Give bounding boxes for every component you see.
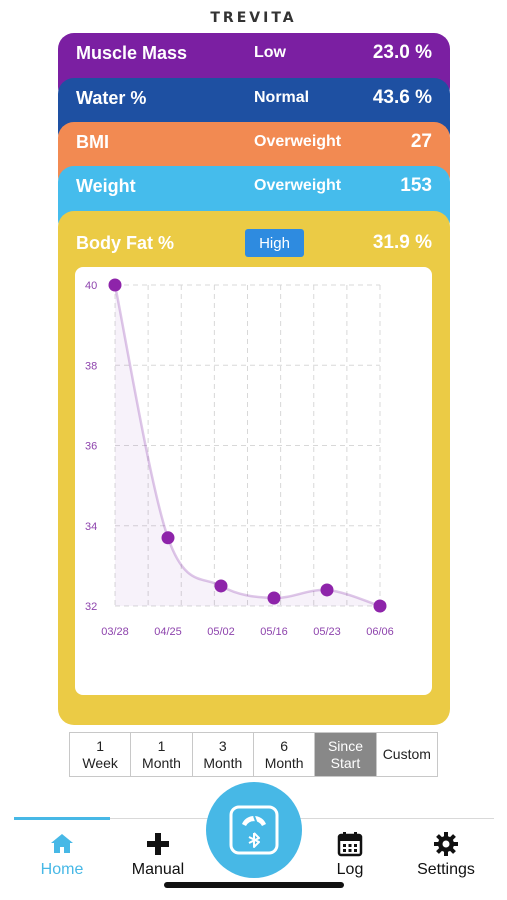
body-fat-chart: 32 34 36 38 40 03/28 04/25 05/02 05/16 05/23 06/06 xyxy=(75,267,432,695)
brand-logo: TREVITA xyxy=(210,10,297,26)
x-tick-label: 05/16 xyxy=(260,626,288,638)
x-tick-label: 05/02 xyxy=(207,626,235,638)
data-point xyxy=(320,583,334,597)
range-line2: Month xyxy=(142,754,181,771)
calendar-icon xyxy=(337,832,363,857)
range-line1: Since xyxy=(327,737,363,754)
metric-status: Overweight xyxy=(254,177,342,194)
range-line1: 6 xyxy=(280,737,289,754)
x-tick-label: 06/06 xyxy=(366,626,394,638)
data-point xyxy=(267,591,281,605)
tab-label: Manual xyxy=(131,861,185,878)
metric-name: BMI xyxy=(76,131,109,152)
range-line1: 1 xyxy=(157,737,166,754)
home-indicator xyxy=(164,882,344,888)
metric-value: 23.0 % xyxy=(372,42,432,63)
data-point xyxy=(161,531,175,545)
range-line1: Custom xyxy=(382,746,431,762)
range-line2: Month xyxy=(203,754,243,771)
tab-manual[interactable]: Manual xyxy=(110,831,206,879)
y-tick-label: 38 xyxy=(85,360,97,372)
x-tick-label: 03/28 xyxy=(101,626,129,638)
metric-status: Overweight xyxy=(254,133,342,150)
range-line2: Start xyxy=(330,754,361,771)
metric-status: Low xyxy=(254,44,286,61)
y-tick-label: 32 xyxy=(85,601,97,613)
range-since-start[interactable]: Since Start xyxy=(315,733,377,776)
data-point xyxy=(373,599,387,613)
tab-home[interactable]: Home xyxy=(14,831,110,879)
x-tick-label: 04/25 xyxy=(154,626,182,638)
tab-bar: Home Manual Log xyxy=(14,817,494,888)
active-tab-indicator xyxy=(14,817,110,820)
range-line2: Week xyxy=(82,754,118,771)
status-badge: High xyxy=(245,229,304,257)
tab-settings[interactable]: Settings xyxy=(398,831,494,879)
range-6-month[interactable]: 6 Month xyxy=(253,733,316,776)
data-point xyxy=(214,579,228,593)
range-line2: Month xyxy=(264,754,304,771)
metric-name: Body Fat % xyxy=(76,232,175,253)
metric-name: Muscle Mass xyxy=(76,42,188,63)
tab-label: Settings xyxy=(417,861,475,878)
range-1-week[interactable]: 1 Week xyxy=(70,733,132,776)
metric-status: Normal xyxy=(254,89,310,106)
range-1-month[interactable]: 1 Month xyxy=(131,733,193,776)
metric-name: Water % xyxy=(76,87,147,108)
series-area xyxy=(115,285,380,606)
metric-value: 43.6 % xyxy=(372,87,432,108)
metric-value: 31.9 % xyxy=(372,232,432,253)
range-selector: 1 Week 1 Month 3 Month 6 Month Since Start Cu… xyxy=(69,732,438,777)
x-tick-label: 05/23 xyxy=(313,626,341,638)
home-icon xyxy=(51,834,73,853)
tab-log[interactable]: Log xyxy=(302,831,398,879)
y-tick-label: 34 xyxy=(85,521,97,533)
tab-label: Home xyxy=(40,861,84,878)
range-line1: 3 xyxy=(218,737,227,754)
plus-icon xyxy=(147,833,169,855)
metric-value: 27 xyxy=(410,131,432,152)
y-tick-label: 40 xyxy=(85,280,97,292)
range-line1: 1 xyxy=(96,737,105,754)
data-point xyxy=(108,278,122,292)
metric-value: 153 xyxy=(400,175,432,196)
y-tick-label: 36 xyxy=(85,441,97,453)
scale-icon xyxy=(229,805,279,855)
weigh-scale-button[interactable] xyxy=(206,782,302,878)
gear-icon xyxy=(434,832,458,856)
tab-label: Log xyxy=(336,861,364,878)
range-custom[interactable]: Custom xyxy=(376,733,437,776)
range-3-month[interactable]: 3 Month xyxy=(192,733,254,776)
metric-name: Weight xyxy=(76,175,136,196)
chart-svg: 32 34 36 38 40 03/28 04/25 05/02 05/16 05/23 06/06 xyxy=(85,278,394,638)
